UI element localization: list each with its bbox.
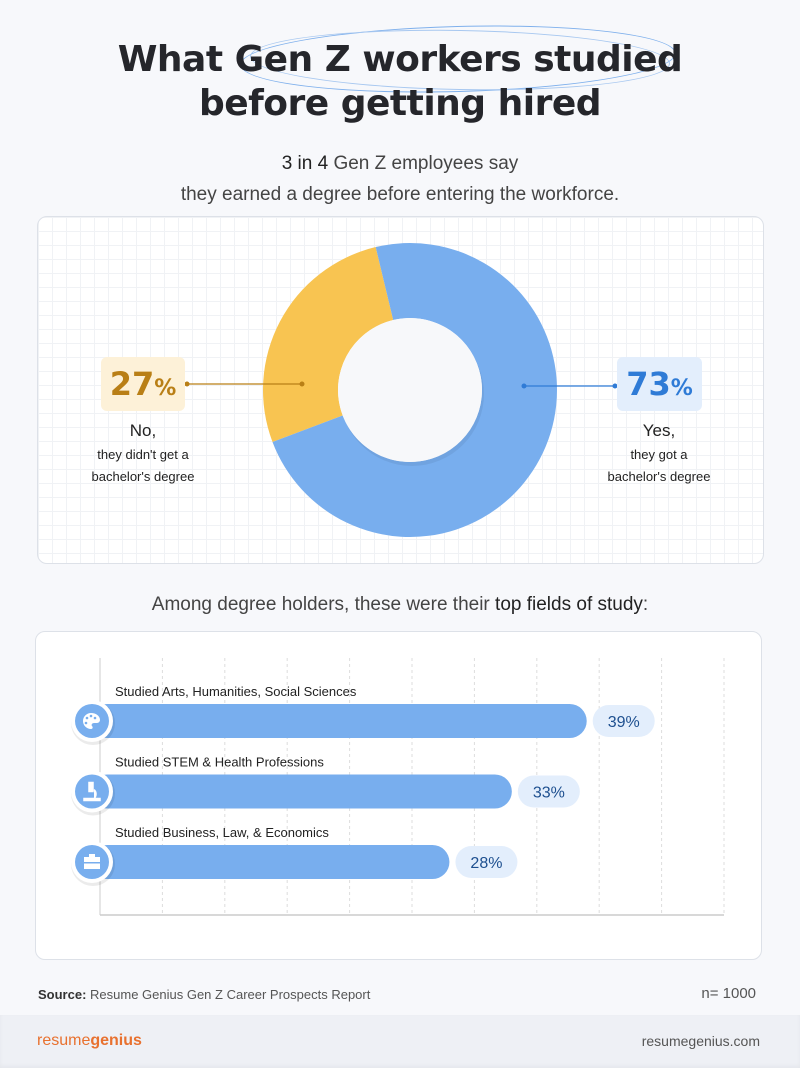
yes-leader-dot	[521, 383, 527, 389]
source: Source: Resume Genius Gen Z Career Prosp…	[38, 987, 371, 1002]
donut-chart	[184, 242, 618, 537]
no-caption: No, they didn't get a bachelor's degree	[91, 421, 195, 484]
no-leader-dot	[184, 381, 190, 387]
briefcase-icon	[84, 854, 100, 869]
palette-dot	[93, 716, 97, 720]
logo: resumegenius	[37, 1032, 142, 1049]
palette-dot	[84, 721, 88, 725]
value-pill	[517, 775, 580, 808]
bar	[90, 774, 512, 809]
site-url: resumegenius.com	[641, 1033, 760, 1049]
bar-label: Studied Arts, Humanities, Social Science…	[115, 684, 357, 699]
sample-size: n= 1000	[701, 985, 756, 1002]
page-title: What Gen Z workers studied before gettin…	[117, 39, 683, 124]
footer: resumegenius resumegenius.com	[0, 1015, 800, 1068]
bar	[90, 704, 587, 738]
yes-leader-dot	[612, 383, 618, 389]
donut-slice-yes	[272, 242, 557, 537]
yes-badge: 73%	[617, 357, 702, 411]
microscope-shape	[83, 781, 101, 802]
yes-caption: Yes, they got a bachelor's degree	[607, 421, 711, 484]
bar-label: Studied Business, Law, & Economics	[115, 825, 329, 840]
value-pill	[455, 846, 518, 878]
donut-hole	[338, 318, 482, 462]
subtitle: 3 in 4 Gen Z employees say they earned a…	[180, 153, 620, 205]
donut-slice-no	[262, 247, 394, 442]
palette-icon	[83, 713, 100, 729]
palette-dot	[89, 714, 93, 718]
briefcase-shape	[84, 854, 100, 869]
value-label: 39%	[608, 714, 640, 731]
value-pill	[592, 705, 655, 737]
bar	[90, 845, 450, 879]
palette-dot	[85, 716, 89, 720]
microscope-icon	[83, 781, 101, 802]
value-label: 28%	[470, 855, 502, 872]
bar-label: Studied STEM & Health Professions	[115, 755, 324, 770]
bar-heading: Among degree holders, these were their t…	[151, 594, 649, 615]
briefcase-strap	[84, 862, 100, 864]
bar-chart: Studied Arts, Humanities, Social Science…	[71, 658, 725, 916]
no-leader-dot	[299, 381, 305, 387]
no-badge: 27%	[101, 357, 185, 411]
value-label: 33%	[533, 785, 565, 802]
